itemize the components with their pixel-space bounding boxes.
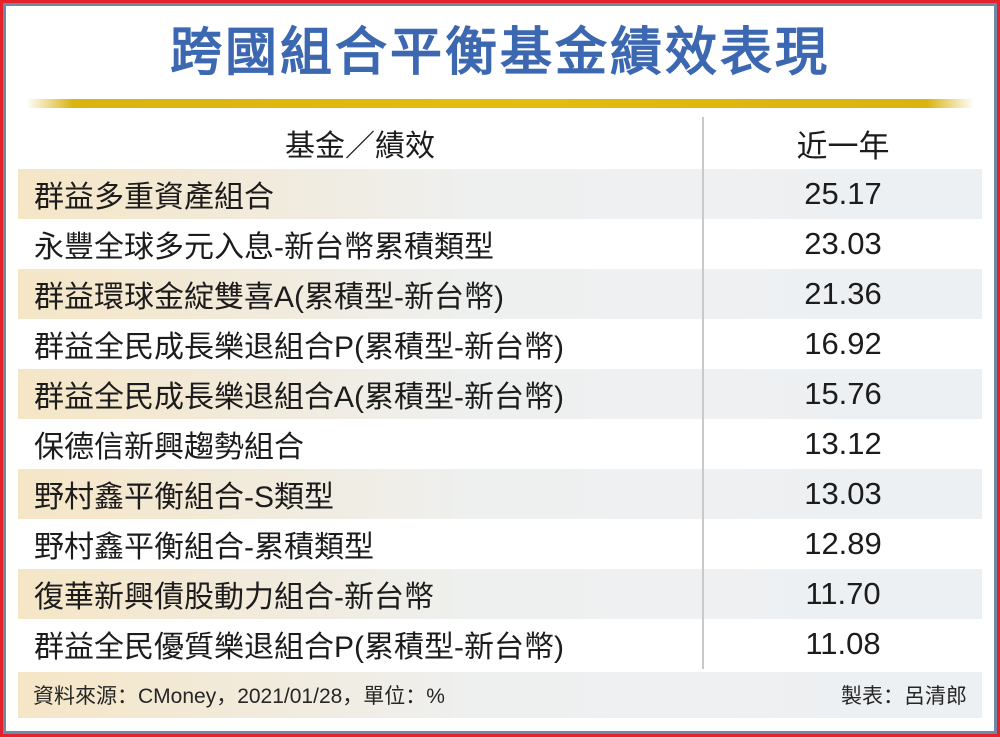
fund-return-value: 11.70 [702,569,982,619]
fund-name: 群益全民成長樂退組合A(累積型-新台幣) [34,381,564,414]
fund-return-value: 21.36 [702,269,982,319]
inner-frame: 跨國組合平衡基金績效表現 基金／績效 近一年 群益多重資產組合 25.17 永豐… [3,3,997,734]
table-row: 群益多重資產組合 25.17 [18,169,982,219]
column-header-period: 近一年 [702,117,982,169]
credit-note: 製表：呂清郎 [841,685,967,708]
column-header-fund: 基金／績效 [285,130,435,163]
table-row: 永豐全球多元入息-新台幣累積類型 23.03 [18,219,982,269]
table-row: 野村鑫平衡組合-累積類型 12.89 [18,519,982,569]
fund-name: 群益多重資產組合 [34,181,274,214]
table-footer: 資料來源：CMoney，2021/01/28，單位：% 製表：呂清郎 [18,672,982,718]
fund-return-value: 12.89 [702,519,982,569]
table-row: 群益環球金綻雙喜A(累積型-新台幣) 21.36 [18,269,982,319]
table-row: 群益全民成長樂退組合A(累積型-新台幣) 15.76 [18,369,982,419]
fund-name: 群益全民優質樂退組合P(累積型-新台幣) [34,631,564,664]
fund-name: 永豐全球多元入息-新台幣累積類型 [34,231,494,264]
table-row: 復華新興債股動力組合-新台幣 11.70 [18,569,982,619]
gold-divider-bar [26,99,974,108]
table-row: 群益全民優質樂退組合P(累積型-新台幣) 11.08 [18,619,982,669]
fund-return-value: 25.17 [702,169,982,219]
fund-name: 保德信新興趨勢組合 [34,431,304,464]
fund-return-value: 16.92 [702,319,982,369]
fund-name: 群益全民成長樂退組合P(累積型-新台幣) [34,331,564,364]
fund-name: 野村鑫平衡組合-S類型 [34,481,334,514]
fund-return-value: 11.08 [702,619,982,669]
fund-return-value: 13.03 [702,469,982,519]
fund-return-value: 13.12 [702,419,982,469]
table-row: 群益全民成長樂退組合P(累積型-新台幣) 16.92 [18,319,982,369]
fund-return-value: 15.76 [702,369,982,419]
table-row: 保德信新興趨勢組合 13.12 [18,419,982,469]
fund-name: 復華新興債股動力組合-新台幣 [34,581,434,614]
fund-name: 野村鑫平衡組合-累積類型 [34,531,374,564]
fund-name: 群益環球金綻雙喜A(累積型-新台幣) [34,281,504,314]
table-header-row: 基金／績效 近一年 [18,117,982,169]
page-title: 跨國組合平衡基金績效表現 [169,24,830,82]
fund-performance-table: 基金／績效 近一年 群益多重資產組合 25.17 永豐全球多元入息-新台幣累積類… [18,117,982,669]
data-source-note: 資料來源：CMoney，2021/01/28，單位：% [33,685,445,708]
fund-return-value: 23.03 [702,219,982,269]
table-row: 野村鑫平衡組合-S類型 13.03 [18,469,982,519]
